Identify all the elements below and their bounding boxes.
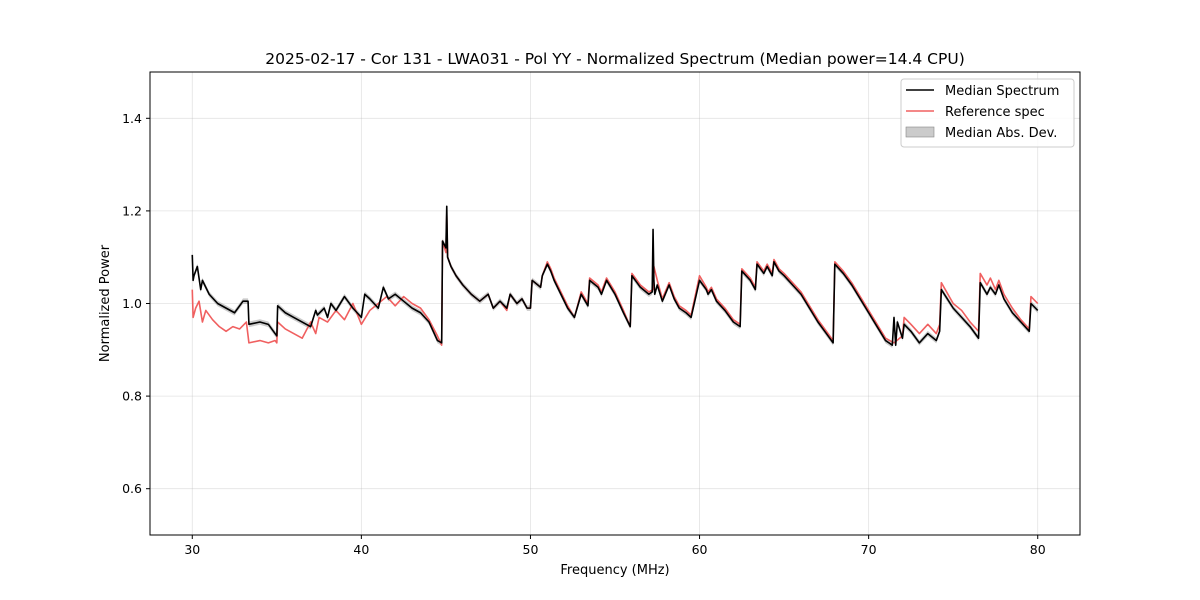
x-tick-label: 70 (861, 542, 877, 557)
median-line-layer (191, 205, 1039, 346)
y-axis-label: Normalized Power (98, 244, 113, 362)
y-tick-label: 1.2 (122, 203, 142, 218)
x-tick-label: 30 (184, 542, 200, 557)
x-tick-label: 50 (523, 542, 539, 557)
y-tick-label: 0.8 (122, 389, 142, 404)
legend-median-label: Median Spectrum (945, 84, 1059, 99)
y-tick-label: 0.6 (122, 481, 142, 496)
x-tick-label: 60 (692, 542, 708, 557)
legend: Median Spectrum Reference spec Median Ab… (900, 78, 1075, 148)
x-tick-label: 40 (353, 542, 369, 557)
median-spectrum-line (191, 205, 1039, 346)
legend-mad-label: Median Abs. Dev. (945, 126, 1057, 141)
tick-layer: 30 40 50 60 70 80 0.6 0.8 1.0 1.2 1.4 (122, 111, 1046, 557)
legend-mad-swatch (905, 126, 935, 138)
chart-title: 2025-02-17 - Cor 131 - LWA031 - Pol YY -… (265, 50, 965, 68)
y-tick-label: 1.4 (122, 111, 142, 126)
x-axis-label: Frequency (MHz) (560, 563, 669, 578)
x-tick-label: 80 (1030, 542, 1046, 557)
legend-box (900, 78, 1075, 148)
y-tick-label: 1.0 (122, 296, 142, 311)
legend-reference-label: Reference spec (945, 105, 1045, 120)
